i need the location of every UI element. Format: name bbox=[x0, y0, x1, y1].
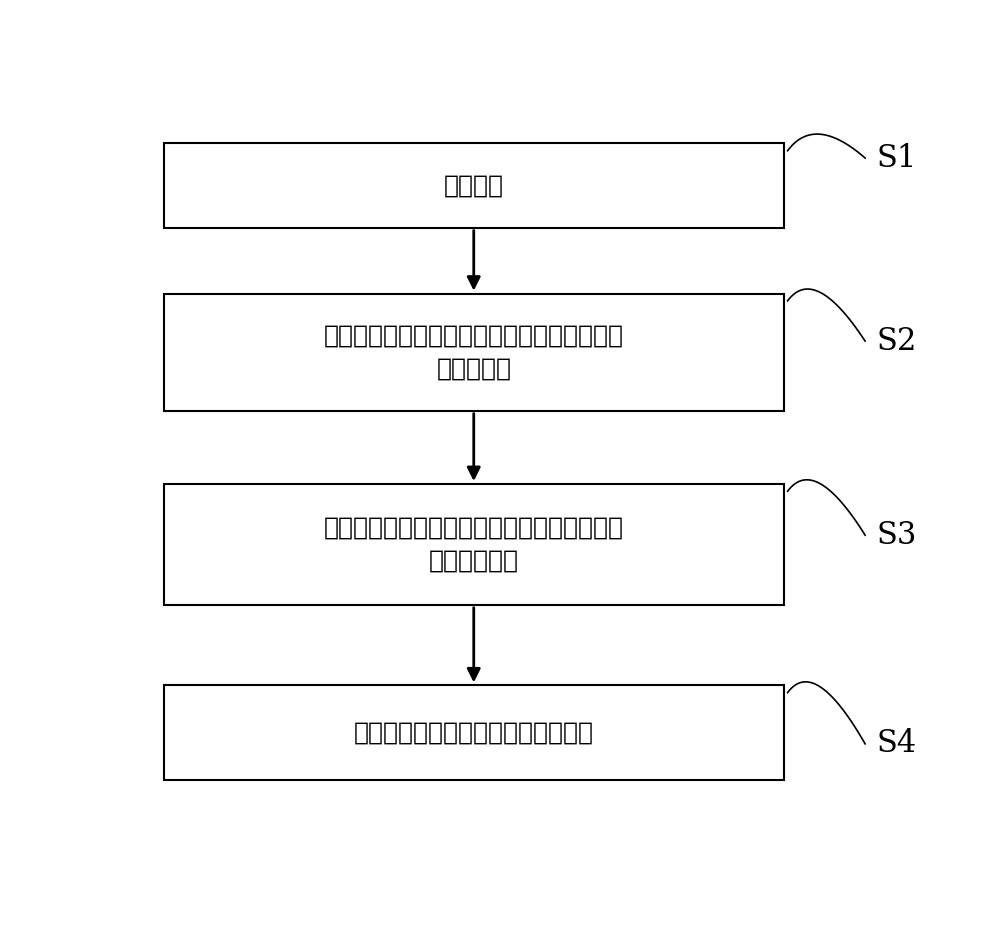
Text: 得到薄膜样品: 得到薄膜样品 bbox=[429, 549, 519, 573]
Text: S2: S2 bbox=[877, 325, 917, 357]
Text: 将靶材以及衬底装入磁控溅射镀膜设备的腔体: 将靶材以及衬底装入磁控溅射镀膜设备的腔体 bbox=[324, 323, 624, 348]
Text: 调节磁控溅射镀膜工艺参数，进行镀膜处理，: 调节磁控溅射镀膜工艺参数，进行镀膜处理， bbox=[324, 515, 624, 540]
Text: ，并抽真空: ，并抽真空 bbox=[436, 357, 511, 380]
Bar bbox=[164, 144, 784, 227]
Text: S4: S4 bbox=[877, 728, 917, 759]
Text: 将薄膜样品退火处理，得到发光薄膜: 将薄膜样品退火处理，得到发光薄膜 bbox=[354, 721, 594, 745]
Bar bbox=[164, 686, 784, 781]
Bar bbox=[164, 484, 784, 605]
Text: 制备靶材: 制备靶材 bbox=[444, 173, 504, 198]
Bar bbox=[164, 294, 784, 411]
Text: S1: S1 bbox=[877, 143, 917, 173]
Text: S3: S3 bbox=[877, 519, 917, 551]
